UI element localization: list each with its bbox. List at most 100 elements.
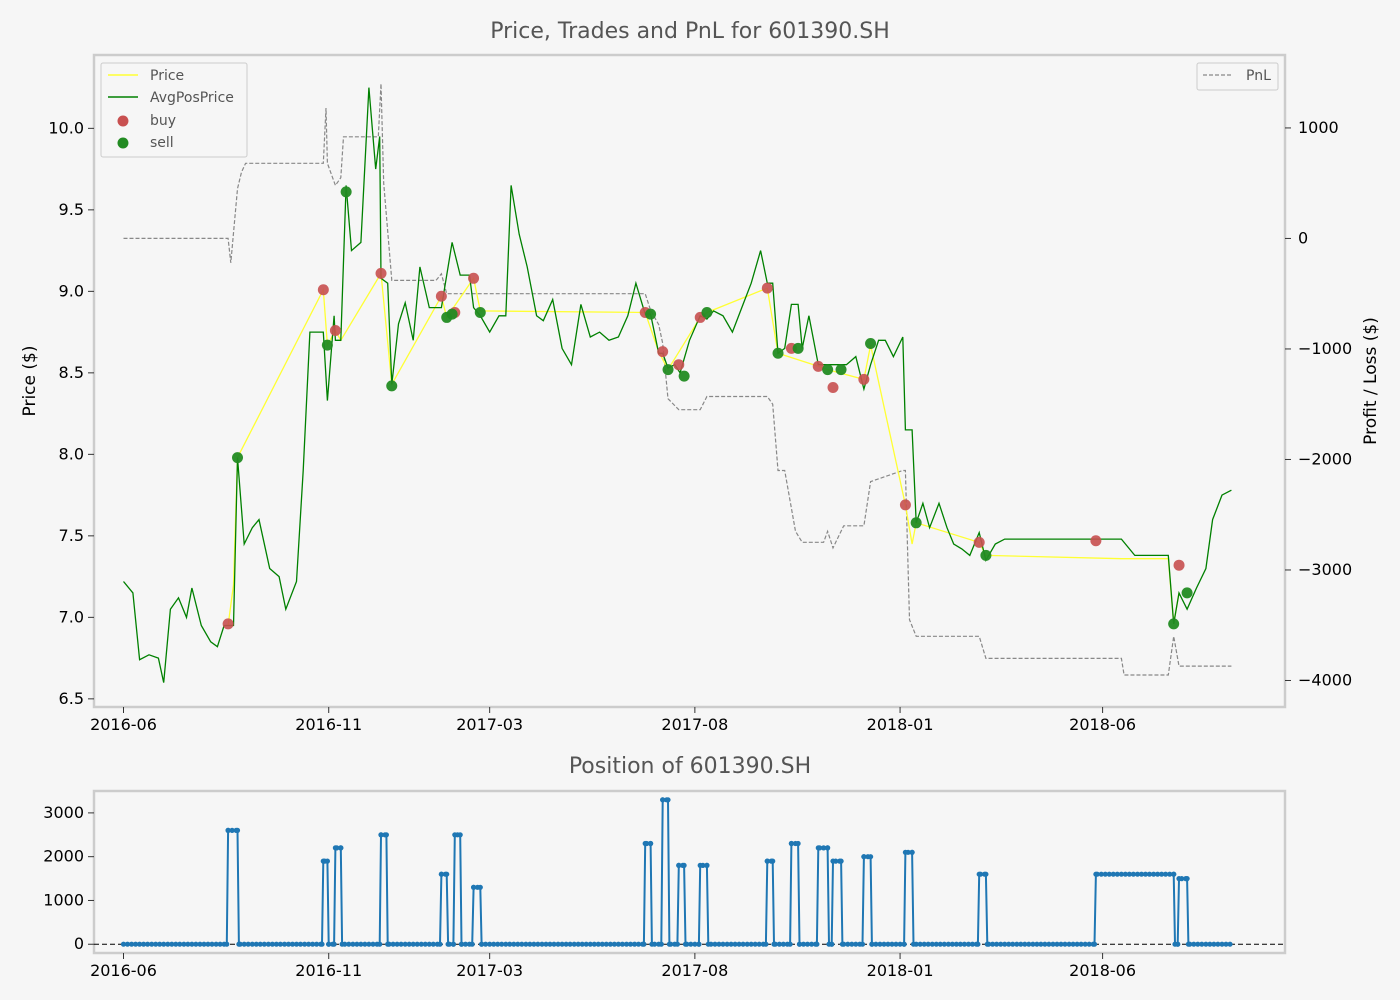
- position-point: [209, 941, 215, 947]
- position-point: [430, 941, 436, 947]
- position-point: [499, 941, 505, 947]
- position-point: [780, 941, 787, 947]
- position-point: [575, 941, 581, 947]
- x-tick-label-bottom: 2016-06: [90, 961, 157, 980]
- buy-marker: [899, 499, 911, 511]
- position-point: [796, 941, 803, 947]
- position-point: [1215, 941, 1221, 947]
- position-point: [825, 845, 831, 851]
- legend-buy-marker: [117, 115, 129, 127]
- legend-pnl-box: [1196, 62, 1279, 91]
- sell-marker: [865, 338, 877, 350]
- position-point: [257, 941, 263, 947]
- sell-marker: [232, 452, 244, 464]
- position-point: [788, 840, 795, 847]
- buy-marker: [329, 324, 341, 336]
- position-point: [700, 862, 706, 869]
- position-point: [229, 827, 235, 834]
- position-point: [477, 884, 483, 890]
- position-point: [1227, 941, 1233, 947]
- position-point: [338, 845, 344, 851]
- position-point: [378, 832, 384, 838]
- position-point: [181, 941, 187, 947]
- position-point: [1046, 941, 1052, 947]
- position-point: [535, 941, 541, 947]
- sell-marker: [910, 517, 922, 529]
- y-tick-label-left: 8.0: [59, 444, 84, 463]
- y-tick-label-right: −2000: [1298, 449, 1352, 468]
- position-point: [527, 941, 533, 947]
- position-point: [422, 941, 428, 947]
- position-point: [471, 884, 477, 890]
- position-point: [265, 941, 271, 947]
- position-point: [627, 941, 634, 947]
- position-point: [1163, 871, 1169, 877]
- position-point: [800, 941, 807, 947]
- position-point: [913, 941, 919, 947]
- position-point: [507, 941, 513, 947]
- sell-marker: [1181, 587, 1193, 599]
- y-tick-label-left: 10.0: [48, 118, 84, 137]
- y-tick-label-right: 0: [1298, 228, 1308, 247]
- plot-frame-bottom: [92, 789, 1287, 955]
- position-point: [193, 941, 199, 947]
- position-point: [901, 941, 907, 947]
- position-point: [358, 941, 364, 947]
- chart-title-bottom: Position of 601390.SH: [569, 754, 811, 779]
- y-tick-label-right: −1000: [1298, 339, 1352, 358]
- position-point: [607, 941, 614, 947]
- position-point: [611, 941, 618, 947]
- y-tick-label-bottom: 3000: [43, 803, 84, 822]
- position-point: [437, 941, 443, 947]
- chart-title-top: Price, Trades and PnL for 601390.SH: [490, 19, 890, 44]
- position-point: [386, 941, 392, 947]
- position-point: [994, 941, 1000, 947]
- position-point: [787, 941, 793, 947]
- x-tick-label-top: 2018-06: [1069, 715, 1136, 734]
- position-point: [861, 854, 867, 860]
- position-point: [889, 941, 895, 947]
- position-point: [444, 871, 450, 877]
- position-point: [1211, 941, 1217, 947]
- position-point: [324, 858, 330, 864]
- buy-marker: [375, 267, 387, 279]
- position-point: [161, 941, 167, 947]
- position-point: [897, 941, 903, 947]
- sell-marker: [792, 342, 804, 354]
- position-point: [1002, 941, 1008, 947]
- position-point: [370, 941, 376, 947]
- position-point: [795, 840, 801, 847]
- y-tick-label-right: −4000: [1298, 670, 1352, 689]
- y-tick-label-left: 7.0: [59, 607, 84, 626]
- position-point: [1074, 941, 1080, 947]
- position-point: [1006, 941, 1012, 947]
- avgposprice-line: [122, 87, 1232, 683]
- position-point: [189, 941, 195, 947]
- position-point: [293, 941, 300, 947]
- position-point: [394, 941, 400, 947]
- position-point: [469, 941, 475, 947]
- sell-marker: [645, 308, 657, 320]
- buy-marker: [468, 272, 480, 284]
- position-point: [495, 941, 501, 947]
- y-axis-label-right: Profit / Loss ($): [1361, 317, 1381, 445]
- position-point: [1094, 871, 1100, 877]
- position-point: [720, 941, 726, 947]
- position-point: [953, 941, 960, 947]
- position-point: [1070, 941, 1076, 947]
- position-point: [289, 941, 296, 947]
- position-point: [479, 941, 485, 947]
- position-point: [603, 941, 609, 947]
- position-point: [457, 832, 463, 838]
- position-point: [319, 941, 325, 947]
- position-point: [326, 941, 332, 947]
- position-point: [539, 941, 545, 947]
- pnl-line: [123, 83, 1232, 676]
- position-point: [1151, 871, 1157, 877]
- x-tick-label-bottom: 2018-01: [867, 961, 934, 980]
- position-point: [1058, 941, 1064, 947]
- position-point: [362, 941, 368, 947]
- buy-marker: [1173, 559, 1185, 571]
- position-point: [185, 941, 191, 947]
